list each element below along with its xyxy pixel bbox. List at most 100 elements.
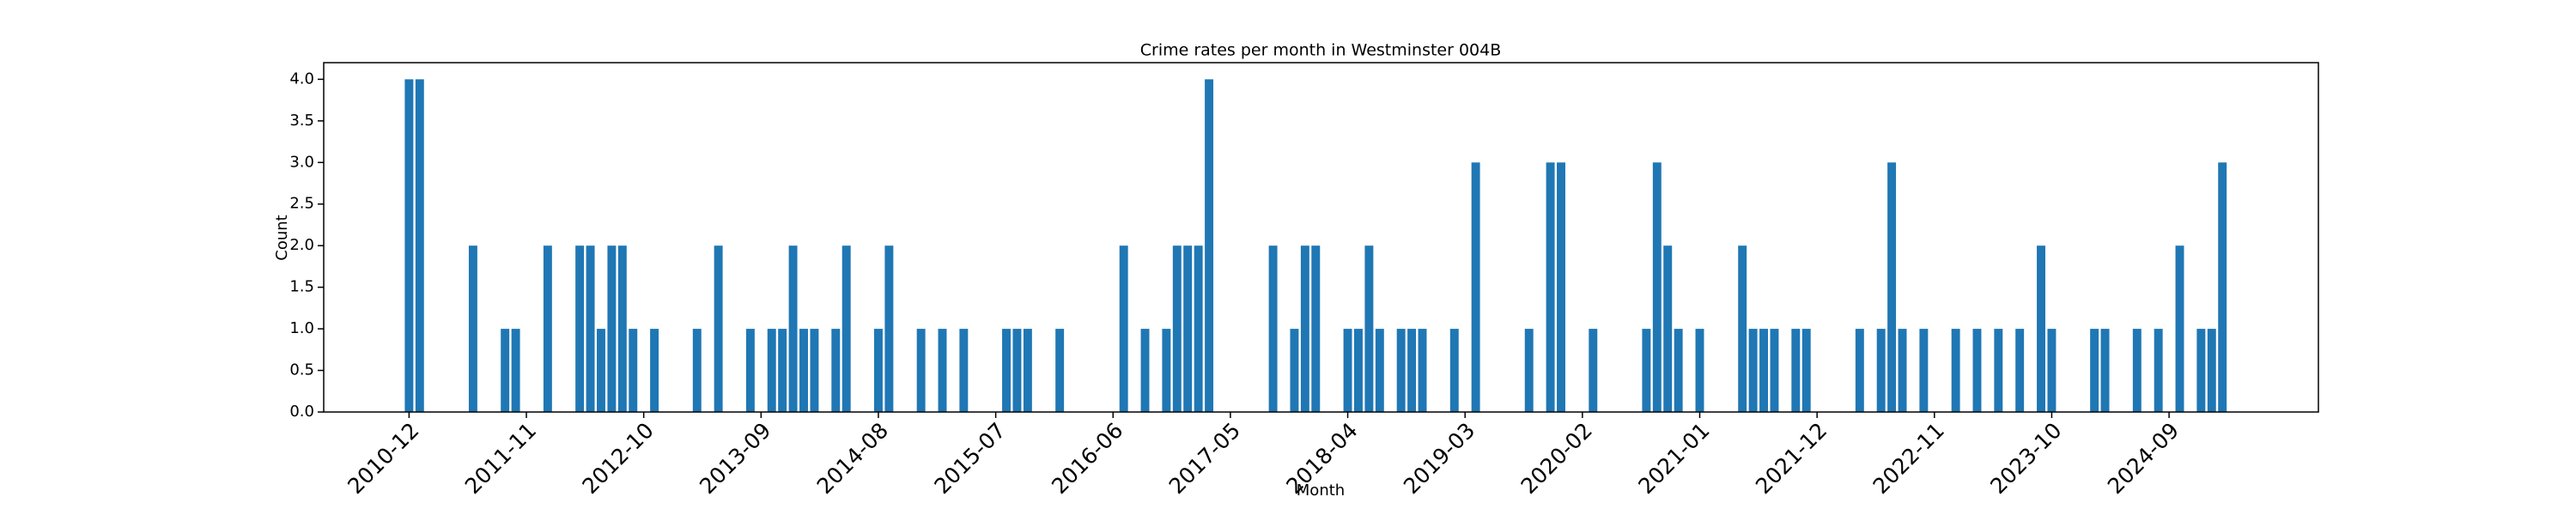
bar — [1770, 329, 1779, 412]
bar — [714, 245, 723, 412]
bar — [1023, 329, 1032, 412]
x-tick-label: 2021-12 — [1751, 418, 1832, 499]
bar — [1300, 245, 1309, 412]
x-tick-label: 2015-07 — [929, 418, 1010, 499]
bar — [1449, 329, 1459, 412]
bar — [1919, 329, 1929, 412]
bar — [938, 329, 947, 412]
bar — [1012, 329, 1022, 412]
bar — [692, 329, 702, 412]
x-tick-label: 2017-05 — [1164, 418, 1245, 499]
bar — [629, 329, 638, 412]
x-tick-label: 2022-11 — [1868, 418, 1949, 499]
y-tick-label: 3.5 — [289, 112, 314, 130]
bar — [1407, 329, 1417, 412]
bar — [1290, 329, 1299, 412]
bar — [1759, 329, 1769, 412]
bar — [1471, 162, 1480, 413]
bar — [2037, 245, 2045, 412]
bar — [1343, 329, 1352, 412]
bar — [1396, 329, 1406, 412]
bar — [1642, 329, 1651, 412]
bar — [788, 245, 798, 412]
bar — [1055, 329, 1065, 412]
bar — [841, 245, 851, 412]
y-tick-label: 4.0 — [289, 70, 314, 88]
y-tick-label: 1.5 — [289, 278, 314, 296]
bar — [597, 329, 605, 412]
bar — [873, 329, 883, 412]
bar — [1748, 329, 1758, 412]
bar — [511, 329, 520, 412]
bar — [1887, 162, 1897, 413]
bar — [1546, 162, 1555, 413]
bar — [1002, 329, 1012, 412]
y-tick-label: 1.0 — [289, 319, 314, 337]
bar — [1589, 329, 1598, 412]
bar — [1855, 329, 1864, 412]
y-tick-label: 3.0 — [289, 153, 314, 171]
bar — [1268, 245, 1278, 412]
bar — [1524, 329, 1534, 412]
bar — [415, 79, 424, 412]
y-axis-label: Count — [273, 215, 291, 260]
x-tick-label: 2013-09 — [695, 418, 775, 499]
bar — [1951, 329, 1960, 412]
bar — [617, 245, 627, 412]
bar — [1183, 245, 1193, 412]
bar — [1674, 329, 1683, 412]
bar — [650, 329, 659, 412]
x-tick-label: 2010-12 — [343, 418, 423, 499]
bar — [2100, 329, 2110, 412]
bar — [2207, 329, 2216, 412]
x-axis-label: Month — [1297, 482, 1345, 500]
bar — [1162, 329, 1171, 412]
bar — [2015, 329, 2025, 412]
bar — [1172, 245, 1182, 412]
bar — [831, 329, 841, 412]
bar — [1205, 79, 1214, 412]
x-tick-label: 2024-09 — [2103, 418, 2184, 499]
bar — [1652, 162, 1662, 413]
x-tick-label: 2016-06 — [1047, 418, 1127, 499]
x-tick-label: 2021-01 — [1633, 418, 1714, 499]
bar — [468, 245, 477, 412]
x-tick-label: 2012-10 — [577, 418, 658, 499]
bar — [916, 329, 926, 412]
chart-title: Crime rates per month in Westminster 004… — [1140, 41, 1502, 60]
bar — [884, 245, 894, 412]
bar — [1375, 329, 1384, 412]
bar — [2218, 162, 2227, 413]
y-tick-label: 0.0 — [289, 403, 314, 421]
bar — [745, 329, 755, 412]
bar — [2132, 329, 2142, 412]
bar — [1194, 245, 1203, 412]
bar — [959, 329, 969, 412]
plot-frame — [323, 62, 2319, 413]
x-tick-label: 2011-11 — [460, 418, 541, 499]
bar — [586, 245, 595, 412]
bar — [1994, 329, 2003, 412]
bar — [2196, 329, 2206, 412]
bar — [2047, 329, 2057, 412]
bar — [799, 329, 808, 412]
bar — [1364, 245, 1374, 412]
bar — [607, 245, 617, 412]
bar — [1801, 329, 1811, 412]
y-tick-label: 0.5 — [289, 361, 314, 379]
x-tick-label: 2020-02 — [1516, 418, 1597, 499]
bar — [778, 329, 787, 412]
bar — [1695, 329, 1704, 412]
bar — [1738, 245, 1747, 412]
bar — [2154, 329, 2163, 412]
bar — [1898, 329, 1907, 412]
bar — [1311, 245, 1321, 412]
bar — [2175, 245, 2184, 412]
bar — [1354, 329, 1363, 412]
x-tick-label: 2014-08 — [812, 418, 893, 499]
bar — [1119, 245, 1128, 412]
bar — [1663, 245, 1673, 412]
bar — [543, 245, 552, 412]
